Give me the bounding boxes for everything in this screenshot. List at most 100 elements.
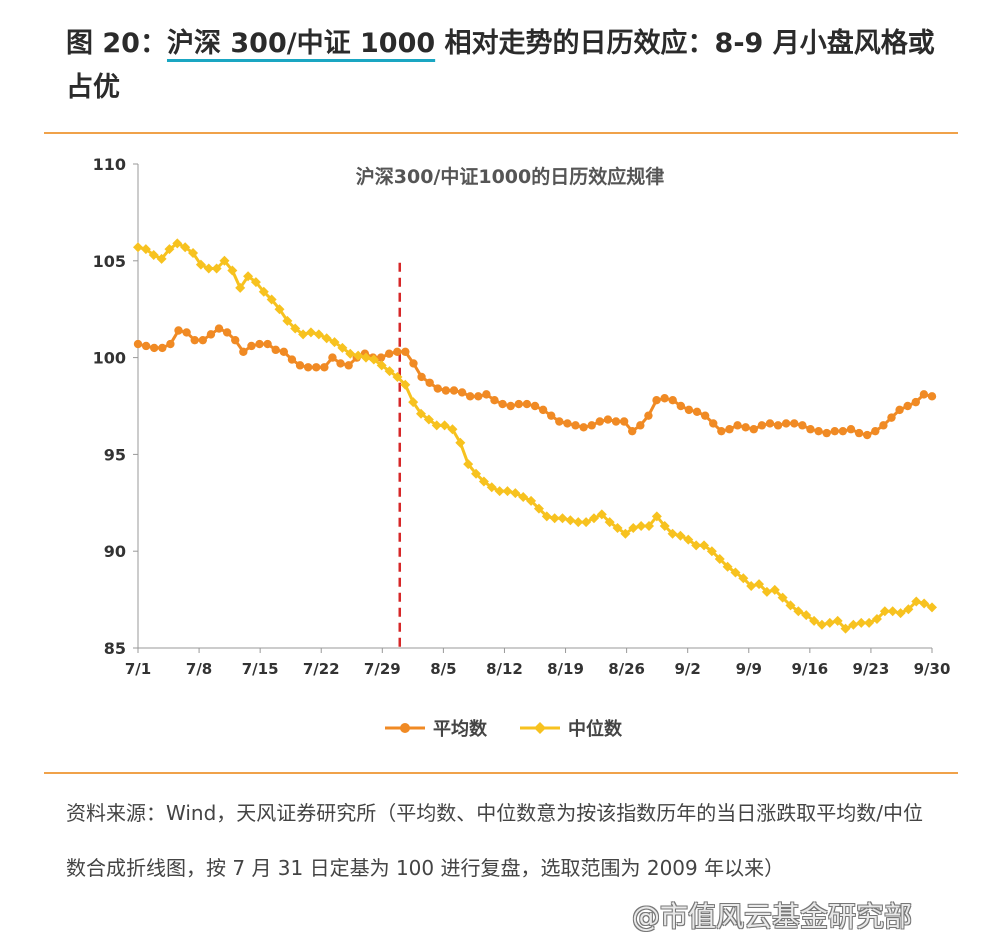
data-point-median bbox=[423, 414, 434, 425]
data-point-median bbox=[305, 327, 316, 338]
data-point-mean bbox=[765, 419, 775, 428]
data-point-mean bbox=[814, 426, 823, 436]
data-point-mean bbox=[927, 392, 937, 401]
data-point-median bbox=[313, 329, 324, 340]
data-point-mean bbox=[717, 426, 726, 436]
watermark: @市值风云基金研究部 bbox=[632, 900, 913, 933]
data-point-mean bbox=[320, 363, 329, 372]
data-point-mean bbox=[806, 425, 815, 434]
data-point-mean bbox=[222, 328, 232, 337]
data-point-median bbox=[533, 503, 544, 514]
data-point-mean bbox=[336, 359, 345, 368]
x-tick-label: 9/23 bbox=[853, 660, 890, 678]
data-point-median bbox=[824, 617, 835, 628]
data-point-mean bbox=[636, 421, 645, 430]
data-point-median bbox=[337, 342, 348, 353]
data-point-mean bbox=[190, 335, 199, 345]
data-point-median bbox=[541, 511, 552, 522]
data-point-mean bbox=[595, 417, 605, 426]
data-point-mean bbox=[709, 419, 718, 428]
data-point-mean bbox=[409, 359, 418, 368]
data-point-mean bbox=[198, 335, 208, 345]
data-point-median bbox=[203, 263, 214, 274]
data-point-median bbox=[643, 521, 654, 532]
data-point-median bbox=[243, 271, 254, 282]
legend-label: 平均数 bbox=[433, 718, 488, 740]
data-point-mean bbox=[555, 417, 564, 426]
data-point-median bbox=[164, 244, 175, 255]
data-point-median bbox=[683, 534, 694, 545]
data-point-median bbox=[816, 619, 827, 630]
data-point-mean bbox=[457, 388, 467, 397]
data-point-mean bbox=[733, 421, 742, 430]
x-tick-label: 7/22 bbox=[303, 660, 340, 678]
data-point-median bbox=[761, 586, 772, 597]
y-tick-label: 95 bbox=[104, 445, 126, 464]
x-tick-label: 9/30 bbox=[914, 660, 951, 678]
x-tick-label: 8/12 bbox=[486, 660, 523, 678]
data-point-mean bbox=[741, 423, 750, 432]
x-tick-label: 9/9 bbox=[736, 660, 762, 678]
data-point-median bbox=[565, 515, 576, 526]
data-point-median bbox=[612, 522, 623, 533]
figure-title-underlined: 沪深 300/中证 1000 bbox=[166, 28, 436, 59]
data-point-median bbox=[738, 573, 749, 584]
data-point-median bbox=[250, 277, 261, 288]
data-point-mean bbox=[846, 425, 856, 434]
chart: 沪深300/中证1000的日历效应规律 85 90 95 100 105 110 7/1 7/… bbox=[93, 155, 951, 740]
data-point-median bbox=[549, 513, 560, 524]
data-point-median bbox=[636, 521, 647, 532]
data-point-mean bbox=[887, 413, 896, 422]
data-point-mean bbox=[822, 428, 831, 438]
data-point-median bbox=[864, 617, 875, 628]
data-point-mean bbox=[862, 430, 872, 440]
data-point-median bbox=[416, 408, 427, 419]
data-point-mean bbox=[401, 347, 410, 356]
x-tick-label: 8/26 bbox=[608, 660, 645, 678]
data-point-median bbox=[510, 488, 521, 499]
data-point-mean bbox=[166, 339, 175, 349]
data-point-mean bbox=[279, 347, 289, 356]
data-point-median bbox=[368, 354, 379, 365]
data-point-mean bbox=[376, 353, 386, 362]
data-point-median bbox=[384, 366, 395, 377]
data-point-median bbox=[879, 606, 890, 617]
data-point-mean bbox=[231, 335, 240, 345]
data-point-mean bbox=[482, 390, 491, 399]
y-tick-label: 85 bbox=[104, 639, 126, 658]
data-point-mean bbox=[530, 401, 540, 411]
data-point-mean bbox=[514, 399, 523, 409]
data-point-mean bbox=[628, 426, 637, 436]
x-tick-label: 7/15 bbox=[242, 660, 279, 678]
data-point-median bbox=[502, 486, 513, 497]
data-point-mean bbox=[498, 399, 507, 409]
data-point-mean bbox=[684, 405, 694, 415]
data-point-mean bbox=[838, 426, 848, 436]
x-tick-label: 8/5 bbox=[430, 660, 456, 678]
data-point-median bbox=[604, 517, 615, 528]
x-tick-label: 7/8 bbox=[186, 660, 212, 678]
bottom-rule bbox=[44, 772, 958, 774]
data-point-mean bbox=[182, 328, 191, 337]
data-point-mean bbox=[465, 392, 475, 401]
data-point-mean bbox=[271, 345, 280, 355]
data-point-median bbox=[714, 553, 725, 564]
data-point-median bbox=[408, 397, 419, 408]
data-point-mean bbox=[644, 411, 653, 420]
data-point-mean bbox=[287, 355, 297, 364]
data-point-mean bbox=[538, 405, 548, 415]
y-tick-label: 100 bbox=[93, 349, 126, 368]
data-point-median bbox=[235, 282, 246, 293]
data-point-mean bbox=[660, 394, 669, 403]
data-point-median bbox=[667, 528, 678, 539]
x-tick-label: 8/19 bbox=[547, 660, 584, 678]
x-tick-label: 7/1 bbox=[125, 660, 151, 678]
data-point-mean bbox=[911, 397, 920, 407]
data-point-mean bbox=[344, 361, 353, 370]
data-point-median bbox=[659, 521, 670, 532]
data-point-median bbox=[353, 350, 364, 361]
data-point-mean bbox=[174, 326, 183, 335]
data-point-mean bbox=[522, 399, 532, 409]
data-point-median bbox=[486, 482, 497, 493]
data-point-median bbox=[675, 530, 686, 541]
